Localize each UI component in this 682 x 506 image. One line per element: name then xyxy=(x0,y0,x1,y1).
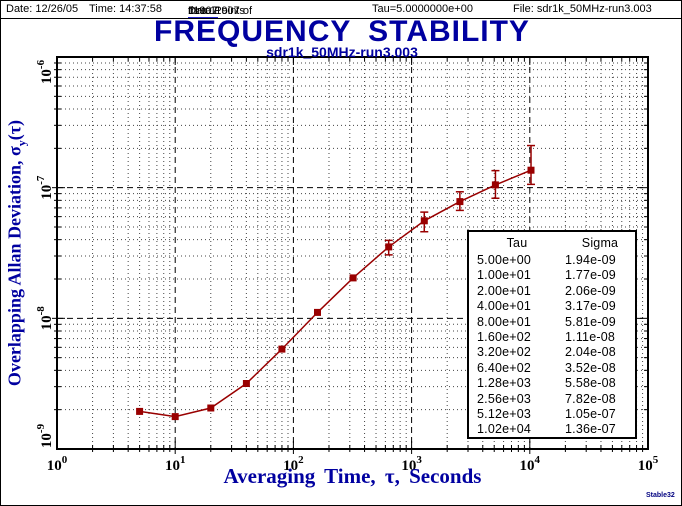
table-row: 1.28e+03 5.58e-08 xyxy=(469,376,635,391)
data-points-prefix: Data Points xyxy=(188,5,245,17)
date-field: Date: 12/26/05 xyxy=(6,3,79,15)
x-axis-title: Averaging Time, τ, Seconds xyxy=(223,464,482,488)
sigma-cell: 7.82e-08 xyxy=(565,391,616,406)
data-point-marker xyxy=(314,308,321,316)
sigma-cell: 1.94e-09 xyxy=(565,253,616,267)
plot-frame xyxy=(56,56,649,450)
page-title: FREQUENCY STABILITY xyxy=(154,15,530,48)
table-row: 1.00e+01 1.77e-09 xyxy=(469,268,635,283)
sigma-cell: 1.11e-08 xyxy=(565,329,616,344)
y-axis-title-suffix: (τ) xyxy=(4,119,25,141)
data-point-marker xyxy=(242,380,250,387)
table-header-tau: Tau xyxy=(506,236,528,250)
data-point-marker xyxy=(349,274,357,282)
y-tick-label: 10-7 xyxy=(35,175,55,200)
data-point-marker xyxy=(278,345,286,353)
data-point-marker xyxy=(385,243,393,251)
data-point-marker xyxy=(420,217,428,225)
sigma-cell: 1.05e-07 xyxy=(565,406,616,421)
table-row: 5.00e+00 1.94e-09 xyxy=(469,253,635,268)
sigma-cell: 1.36e-07 xyxy=(565,422,616,437)
tau-cell: 8.00e+01 xyxy=(477,314,532,329)
data-points-end: 11907 xyxy=(188,5,218,18)
tau-cell: 2.56e+03 xyxy=(477,391,532,406)
plot-subtitle: sdr1k_50MHz-run3.003 xyxy=(266,44,418,60)
data-point-marker xyxy=(491,181,499,189)
sigma-cell: 5.81e-09 xyxy=(565,314,616,329)
sigma-cell: 2.04e-08 xyxy=(565,345,616,360)
tau-cell: 5.00e+00 xyxy=(477,253,532,267)
data-point-marker xyxy=(171,413,179,421)
data-point-marker xyxy=(456,198,464,206)
file-field: File: sdr1k_50MHz-run3.003 xyxy=(513,3,652,15)
y-axis-title-text: Overlapping Allan Deviation, σ xyxy=(4,146,25,387)
sigma-cell: 5.58e-08 xyxy=(565,376,616,391)
tau-cell: 4.00e+01 xyxy=(477,299,532,314)
tau-cell: 3.20e+02 xyxy=(477,345,532,360)
tau-cell: 6.40e+02 xyxy=(477,360,532,375)
tau-cell: 2.00e+01 xyxy=(477,283,532,298)
data-line xyxy=(139,169,532,418)
table-row: 2.00e+01 2.06e-09 xyxy=(469,284,635,299)
sigma-cell: 3.52e-08 xyxy=(565,360,616,375)
tau-field: Tau=5.0000000e+00 xyxy=(372,3,473,15)
sigma-cell: 3.17e-09 xyxy=(565,299,616,314)
sigma-cell: 2.06e-09 xyxy=(565,283,616,298)
status-bar: Date: 12/26/05 Time: 14:37:58 Data Point… xyxy=(1,1,681,19)
stability-table: Tau Sigma 5.00e+00 1.94e-09 1.00e+01 1.77e-… xyxy=(467,230,637,439)
table-row: 8.00e+01 5.81e-09 xyxy=(469,315,635,330)
time-field: Time: 14:37:58 xyxy=(89,3,162,15)
table-header-row: Tau Sigma xyxy=(469,232,635,253)
table-row: 1.02e+04 1.36e-07 xyxy=(469,422,635,437)
tau-cell: 1.00e+01 xyxy=(477,268,532,283)
table-row: 1.60e+02 1.11e-08 xyxy=(469,330,635,345)
data-point-marker xyxy=(136,407,144,415)
stable32-logo: Stable32 xyxy=(646,492,675,499)
y-axis-title: Overlapping Allan Deviation, σy(τ) xyxy=(5,120,30,386)
table-body: 5.00e+00 1.94e-09 1.00e+01 1.77e-09 2.00e+01… xyxy=(469,253,635,438)
y-tick-label: 10-9 xyxy=(35,423,55,448)
tau-cell: 1.02e+04 xyxy=(477,422,532,437)
sigma-cell: 1.77e-09 xyxy=(565,268,616,283)
data-point-marker xyxy=(207,404,215,412)
y-axis-title-subscript: y xyxy=(14,140,29,147)
y-tick-label: 10-6 xyxy=(35,59,55,84)
table-row: 6.40e+02 3.52e-08 xyxy=(469,361,635,376)
table-row: 2.56e+03 7.82e-08 xyxy=(469,392,635,407)
table-row: 3.20e+02 2.04e-08 xyxy=(469,345,635,360)
y-tick-label: 10-8 xyxy=(35,306,55,331)
tau-cell: 5.12e+03 xyxy=(477,406,532,421)
table-row: 4.00e+01 3.17e-09 xyxy=(469,299,635,314)
data-point-marker xyxy=(527,166,535,174)
data-points-mid: thru 11907 of xyxy=(188,5,253,17)
table-row: 5.12e+03 1.05e-07 xyxy=(469,407,635,422)
tau-cell: 1.60e+02 xyxy=(477,329,532,344)
tau-cell: 1.28e+03 xyxy=(477,376,532,391)
table-header-sigma: Sigma xyxy=(581,236,619,250)
